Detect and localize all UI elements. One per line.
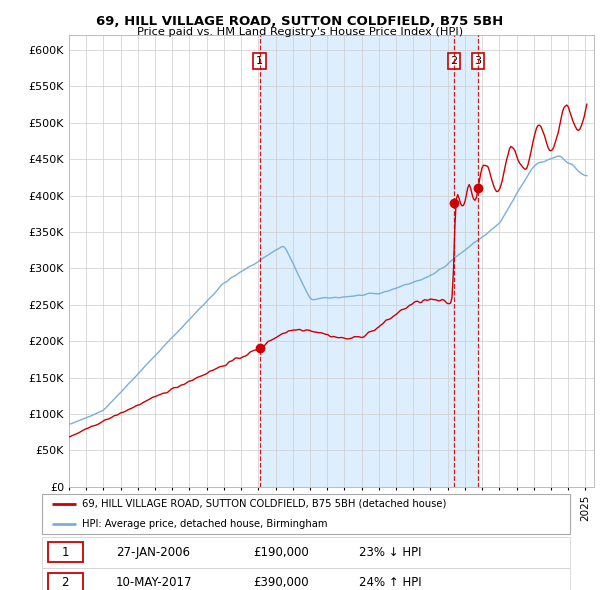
Text: 69, HILL VILLAGE ROAD, SUTTON COLDFIELD, B75 5BH: 69, HILL VILLAGE ROAD, SUTTON COLDFIELD,…	[97, 15, 503, 28]
Text: 1: 1	[61, 546, 69, 559]
Text: Price paid vs. HM Land Registry's House Price Index (HPI): Price paid vs. HM Land Registry's House …	[137, 27, 463, 37]
Text: 69, HILL VILLAGE ROAD, SUTTON COLDFIELD, B75 5BH (detached house): 69, HILL VILLAGE ROAD, SUTTON COLDFIELD,…	[82, 499, 446, 509]
Text: £390,000: £390,000	[253, 576, 309, 589]
Text: 2: 2	[61, 576, 69, 589]
FancyBboxPatch shape	[42, 537, 570, 568]
Text: 2: 2	[451, 56, 457, 66]
Text: 10-MAY-2017: 10-MAY-2017	[116, 576, 193, 589]
Bar	[260, 35, 454, 487]
Text: 27-JAN-2006: 27-JAN-2006	[116, 546, 190, 559]
Text: 24% ↑ HPI: 24% ↑ HPI	[359, 576, 421, 589]
Text: HPI: Average price, detached house, Birmingham: HPI: Average price, detached house, Birm…	[82, 519, 327, 529]
Bar	[454, 35, 478, 487]
Text: 3: 3	[475, 56, 481, 66]
Text: £190,000: £190,000	[253, 546, 309, 559]
FancyBboxPatch shape	[42, 568, 570, 590]
FancyBboxPatch shape	[49, 573, 83, 590]
Text: 23% ↓ HPI: 23% ↓ HPI	[359, 546, 421, 559]
Text: 1: 1	[256, 56, 263, 66]
FancyBboxPatch shape	[49, 542, 83, 562]
FancyBboxPatch shape	[42, 494, 570, 534]
